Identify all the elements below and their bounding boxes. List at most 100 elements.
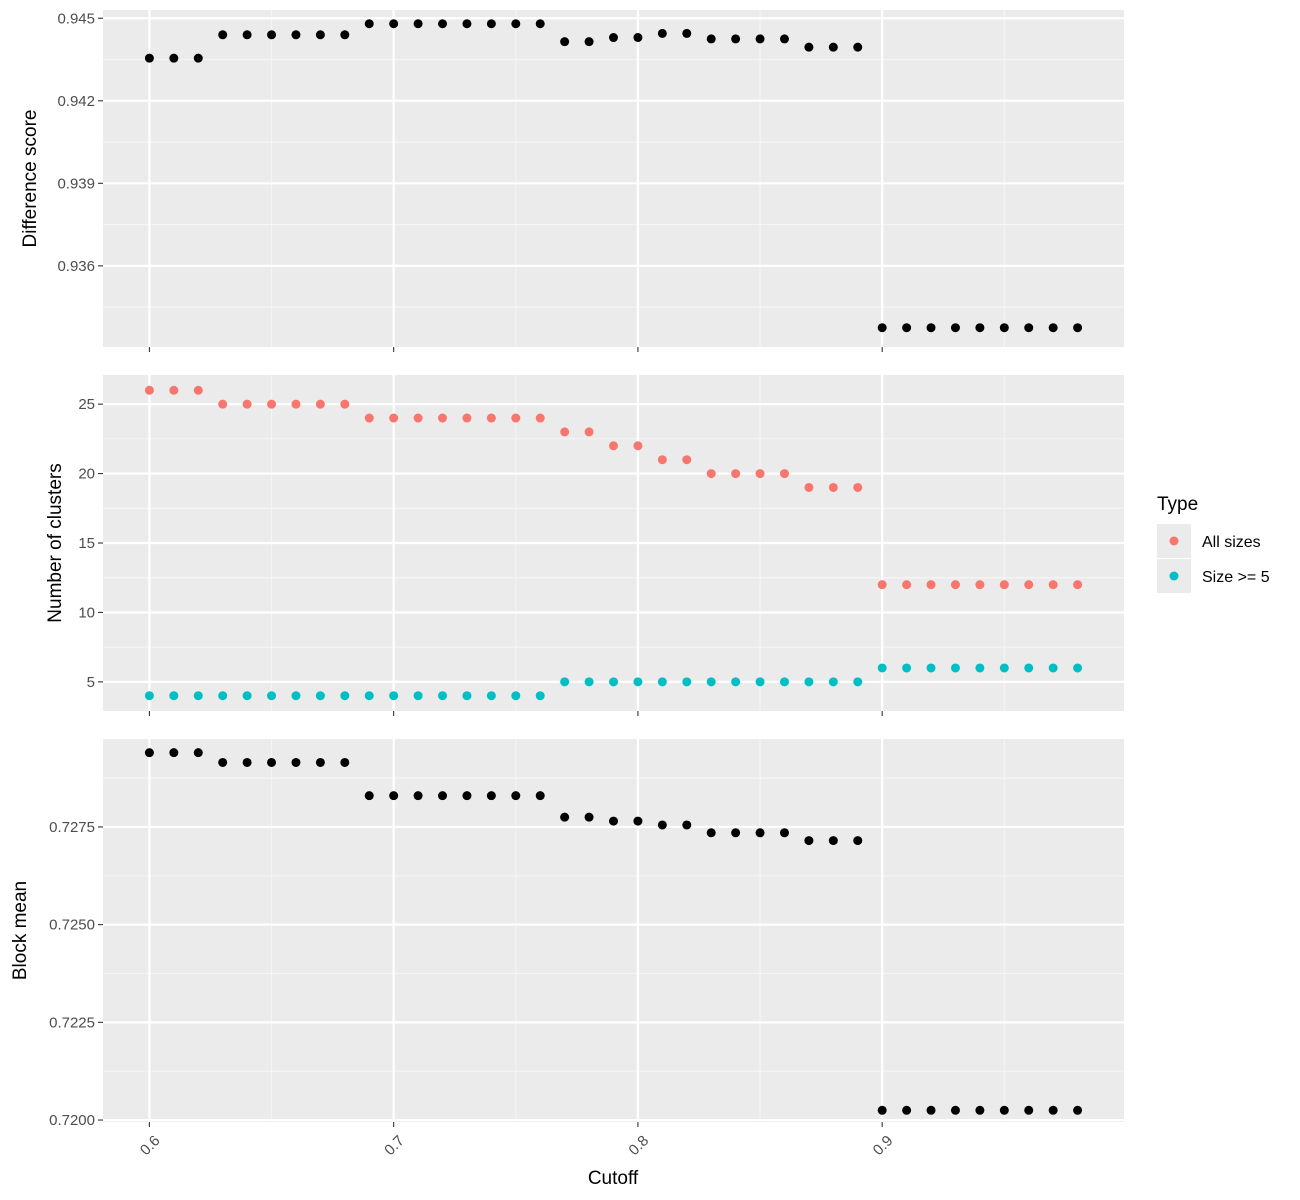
y-tick-label: 0.7275 [49,819,95,836]
data-point [706,677,716,687]
data-point [584,677,594,687]
data-point [877,1105,887,1115]
data-point [144,748,154,758]
y-tick-label: 10 [78,604,95,621]
data-point [218,399,228,409]
y-tick-label: 0.939 [57,175,95,192]
data-point [1024,663,1034,673]
x-tick-label: 0.8 [625,1132,652,1159]
data-point [267,399,277,409]
data-point [853,677,863,687]
data-point [609,441,618,451]
data-point [926,580,936,590]
data-point [633,33,643,43]
data-point [511,19,521,29]
y-axis-title: Block mean [10,881,31,980]
data-point [389,691,399,701]
data-point [462,413,472,423]
panels-group: 0.936 0.939 0.942 0.945 Difference score 5 10 1… [10,10,1124,1159]
data-point [242,691,252,701]
data-point [804,677,814,687]
data-point [999,1105,1009,1115]
data-point [731,828,741,838]
data-point [315,691,325,701]
data-point [755,34,765,44]
data-point [609,677,618,687]
data-point [389,19,399,29]
data-point [535,19,545,29]
data-point [950,580,960,590]
data-point [755,677,765,687]
data-point [218,30,228,40]
data-point [193,53,203,63]
data-point [413,413,423,423]
data-point [1073,580,1083,590]
data-point [511,413,521,423]
data-point [731,34,741,44]
data-point [193,748,203,758]
data-point [975,580,985,590]
data-point [804,42,814,52]
data-point [218,691,228,701]
data-point [364,19,374,29]
panel-middle: 5 10 15 20 25 Number of clusters [45,375,1124,716]
data-point [779,34,789,44]
data-point [462,791,472,801]
data-point [291,30,301,40]
data-point [731,677,741,687]
data-point [242,399,252,409]
data-point [169,53,179,63]
x-tick-label: 0.7 [381,1132,408,1159]
data-point [1024,1105,1034,1115]
data-point [169,691,179,701]
data-point [462,19,472,29]
data-point [1024,323,1034,333]
data-point [609,816,618,826]
data-point [828,42,838,52]
data-point [242,30,252,40]
data-point [340,399,350,409]
data-point [486,413,496,423]
x-tick-label: 0.6 [137,1132,164,1159]
data-point [389,413,399,423]
data-point [584,812,594,822]
data-point [877,323,887,333]
data-point [682,677,692,687]
data-point [389,791,399,801]
data-point [877,580,887,590]
data-point [511,691,521,701]
data-point [144,691,154,701]
legend-label-size-5: Size >= 5 [1202,569,1270,586]
data-point [779,677,789,687]
data-point [438,413,448,423]
x-tick-label: 0.9 [870,1132,897,1159]
legend-label-all-sizes: All sizes [1202,534,1261,551]
data-point [682,820,692,830]
legend-key-all-sizes [1169,536,1179,546]
data-point [1048,323,1058,333]
data-point [438,691,448,701]
data-point [267,30,277,40]
data-point [902,323,912,333]
data-point [999,663,1009,673]
data-point [755,828,765,838]
data-point [315,30,325,40]
data-point [560,812,570,822]
data-point [633,816,643,826]
data-point [169,385,179,395]
data-point [535,413,545,423]
data-point [975,663,985,673]
legend: Type All sizes Size >= 5 [1157,494,1270,593]
data-point [853,482,863,492]
data-point [486,19,496,29]
data-point [1048,1105,1058,1115]
data-point [315,399,325,409]
y-tick-label: 0.7200 [49,1112,95,1129]
data-point [706,469,716,479]
data-point [779,469,789,479]
data-point [267,691,277,701]
data-point [950,1105,960,1115]
data-point [511,791,521,801]
data-point [804,482,814,492]
